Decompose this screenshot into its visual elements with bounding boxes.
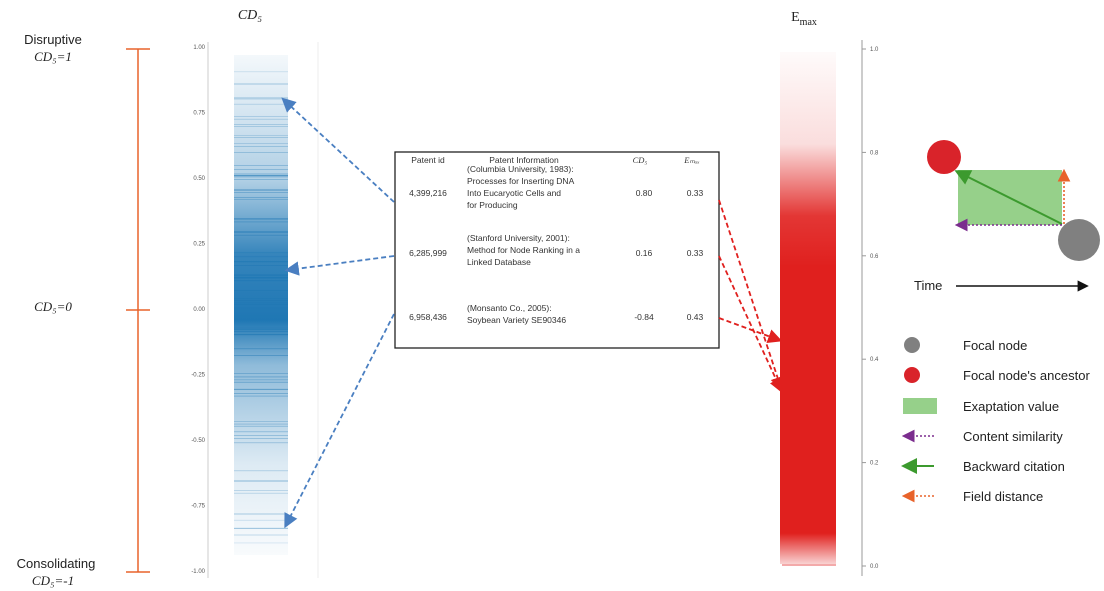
patent-info-line: (Monsanto Co., 2005): (467, 303, 552, 313)
legend-label-field: Field distance (963, 489, 1043, 504)
table-header: Patent id (411, 155, 445, 165)
cd5-arrow-row3 (284, 313, 395, 529)
legend-red-circle-icon (904, 367, 920, 383)
ancestor-node (927, 140, 961, 174)
emax-tick-label: 0.0 (870, 564, 879, 570)
legend-label-ancestor: Focal node's ancestor (963, 368, 1090, 383)
disruptive-label: Disruptive (24, 32, 82, 47)
table-header: Patent Information (489, 155, 559, 165)
disruptive-value: CD₅=1 (34, 49, 72, 64)
focal-node (1058, 219, 1100, 261)
time-label: Time (914, 278, 942, 293)
cd5-arrow-row2 (284, 255, 395, 276)
consolidating-value: CD₅=-1 (31, 573, 75, 588)
patent-info-line: Into Eucaryotic Cells and (467, 188, 561, 198)
emax-panel-title: Emax (791, 10, 817, 28)
emax-arrow-row2 (718, 255, 783, 394)
cd5-distribution-lines (234, 71, 288, 544)
cd5-tick-label: 0.75 (193, 111, 205, 117)
cd5-tick-label: 0.50 (193, 176, 205, 182)
cd5-tick-label: 0.00 (193, 307, 205, 313)
emax-arrow-row3 (718, 317, 783, 344)
patent-cd5: 0.16 (636, 248, 653, 258)
patent-id: 6,958,436 (409, 312, 447, 322)
neutral-value: CD₅=0 (34, 299, 72, 314)
patent-info-line: (Stanford University, 2001): (467, 233, 570, 243)
cd5-range-bar (126, 48, 150, 573)
cd5-tick-label: -0.50 (191, 438, 205, 444)
patent-table: Patent id Patent Information CD₅ Eₘₐₓ 4,399,… (394, 151, 720, 349)
emax-tick-label: 0.8 (870, 150, 879, 156)
emax-tick-label: 0.2 (870, 461, 879, 467)
emax-tick-label: 0.4 (870, 357, 879, 363)
emax-density-band (780, 52, 836, 564)
cd5-arrow-row1 (281, 97, 395, 203)
table-header: CD₅ (633, 155, 648, 165)
cd5-panel-title: CD₅ (237, 8, 263, 23)
legend-label-exaptation: Exaptation value (963, 399, 1059, 414)
cd5-distribution-panel: 1.00 0.75 0.50 0.25 0.00 -0.25 -0.50 -0.75 -1.00 (191, 42, 319, 578)
patent-info-line: Linked Database (467, 257, 531, 267)
emax-tick-label: 1.0 (870, 47, 879, 53)
patent-id: 4,399,216 (409, 188, 447, 198)
consolidating-label: Consolidating (16, 556, 96, 571)
cd5-density-band (234, 55, 288, 555)
cd5-tick-label: -1.00 (191, 569, 205, 575)
patent-info-line: Soybean Variety SE90346 (467, 315, 566, 325)
legend-green-rect-icon (903, 398, 937, 414)
patent-info-line: (Columbia University, 1983): (467, 164, 574, 174)
legend: Focal node Focal node's ancestor Exaptat… (901, 337, 1090, 504)
patent-info-line: Processes for Inserting DNA (467, 176, 575, 186)
legend-label-similarity: Content similarity (963, 429, 1063, 444)
backward-citation-arrow (954, 170, 1063, 225)
exaptation-schematic: Time (914, 140, 1100, 293)
emax-tick-label: 0.6 (870, 254, 879, 260)
patent-cd5: 0.80 (636, 188, 653, 198)
cd5-axis-ticks: 1.00 0.75 0.50 0.25 0.00 -0.25 -0.50 -0.75 -1.00 (191, 45, 205, 575)
legend-label-citation: Backward citation (963, 459, 1065, 474)
emax-axis-ticks: 1.0 0.8 0.6 0.4 0.2 0.0 (862, 47, 879, 570)
emax-link-arrows (718, 199, 785, 394)
patent-id: 6,285,999 (409, 248, 447, 258)
patent-emax: 0.33 (687, 248, 704, 258)
table-header: Eₘₐₓ (683, 155, 700, 165)
patent-cd5: -0.84 (634, 312, 654, 322)
cd5-link-arrows (281, 97, 395, 529)
cd5-tick-label: -0.75 (191, 504, 205, 510)
cd5-tick-label: -0.25 (191, 373, 205, 379)
patent-emax: 0.43 (687, 312, 704, 322)
patent-info-line: for Producing (467, 200, 518, 210)
legend-label-focal: Focal node (963, 338, 1027, 353)
patent-info-line: Method for Node Ranking in a (467, 245, 580, 255)
cd5-tick-label: 1.00 (193, 45, 205, 51)
emax-arrow-row1 (718, 199, 785, 392)
emax-distribution-panel: 1.0 0.8 0.6 0.4 0.2 0.0 (780, 40, 879, 576)
cd5-tick-label: 0.25 (193, 242, 205, 248)
legend-gray-circle-icon (904, 337, 920, 353)
patent-emax: 0.33 (687, 188, 704, 198)
